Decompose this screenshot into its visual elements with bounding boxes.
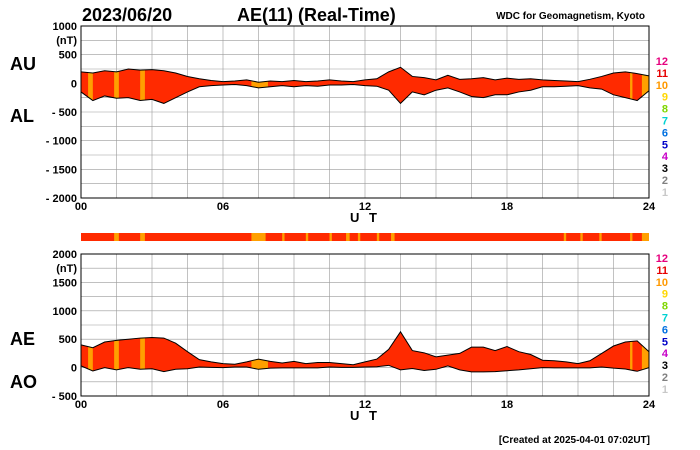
- al-curve: [80, 83, 650, 105]
- y-tick-label: 500: [59, 334, 77, 346]
- ae-curve: [80, 330, 650, 366]
- coverage-bar-base: [81, 233, 649, 241]
- station-count-label: 12: [656, 56, 668, 68]
- station-count-label: 11: [656, 265, 668, 277]
- index-title: AE(11) (Real-Time): [237, 5, 396, 25]
- y-unit-label: (nT): [56, 35, 77, 47]
- coverage-bar-partial: [346, 233, 350, 241]
- station-count-label: 2: [662, 372, 668, 384]
- station-count-label: 11: [656, 68, 668, 80]
- station-count-label: 9: [662, 289, 668, 301]
- y-tick-label: 0: [71, 78, 77, 90]
- station-count-label: 6: [662, 127, 668, 139]
- coverage-bar-partial: [376, 233, 380, 241]
- y-unit-label: (nT): [56, 263, 77, 275]
- partial-coverage-band: [88, 67, 93, 104]
- y-tick-label: - 1500: [46, 164, 77, 176]
- partial-coverage-band: [630, 331, 633, 372]
- coverage-bar: [81, 233, 649, 241]
- partial-coverage-band: [641, 67, 649, 104]
- series-label-upper: AE: [10, 329, 35, 349]
- ao-curve: [80, 364, 650, 373]
- station-count-label: 9: [662, 92, 668, 104]
- partial-coverage-band: [140, 331, 145, 372]
- station-count-label: 3: [662, 360, 668, 372]
- coverage-bar-partial: [580, 233, 583, 241]
- station-count-label: 8: [662, 104, 668, 116]
- x-tick-label: 24: [643, 201, 656, 213]
- station-count-label: 2: [662, 175, 668, 187]
- station-count-label: 5: [662, 139, 668, 151]
- x-tick-label: 24: [643, 399, 656, 411]
- series-label-upper: AU: [10, 54, 36, 74]
- y-tick-label: 0: [71, 363, 77, 375]
- partial-coverage-band: [641, 331, 649, 372]
- coverage-bar-partial: [282, 233, 285, 241]
- plot-frame: [80, 253, 650, 397]
- partial-coverage-band: [114, 67, 119, 104]
- x-tick-label: 06: [217, 201, 229, 213]
- x-tick-label: 00: [75, 399, 87, 411]
- station-count-label: 1: [662, 384, 668, 396]
- station-count-label: 5: [662, 336, 668, 348]
- created-timestamp: [Created at 2025-04-01 07:02UT]: [499, 435, 650, 446]
- y-tick-label: - 1000: [46, 136, 77, 148]
- ae-ao-panel: 2000 1500 1000 500 0 - 500 (nT) 00 06 12 18 24 U T AE…: [10, 249, 656, 423]
- y-tick-label: 1500: [53, 277, 77, 289]
- x-axis-label: U T: [350, 210, 380, 225]
- x-tick-label: 18: [501, 201, 513, 213]
- coverage-bar-partial: [251, 233, 266, 241]
- coverage-bar-partial: [305, 233, 309, 241]
- coverage-bar-partial: [599, 233, 602, 241]
- series-label-lower: AL: [10, 106, 34, 126]
- au-curve: [80, 66, 650, 83]
- series-label-lower: AO: [10, 372, 37, 392]
- plot-frame: [80, 25, 650, 199]
- station-count-label: 12: [656, 253, 668, 265]
- station-count-label: 10: [656, 80, 668, 92]
- x-tick-label: 12: [359, 201, 371, 213]
- x-tick-label: 18: [501, 399, 513, 411]
- y-tick-label: 500: [59, 50, 77, 62]
- coverage-bar-partial: [391, 233, 395, 241]
- station-count-label: 4: [662, 348, 669, 360]
- x-tick-label: 00: [75, 201, 87, 213]
- y-tick-label: - 500: [52, 391, 77, 403]
- partial-coverage-band: [630, 67, 633, 104]
- y-tick-label: - 500: [52, 107, 77, 119]
- au-al-panel: 1000 500 0 - 500 - 1000 - 1500 - 2000 (nT) 00 06 1…: [10, 21, 656, 225]
- station-count-label: 10: [656, 277, 668, 289]
- station-count-label: 8: [662, 301, 668, 313]
- index-area-fill: [81, 331, 649, 372]
- coverage-bar-partial: [641, 233, 649, 241]
- coverage-bar-partial: [563, 233, 567, 241]
- partial-coverage-band: [114, 331, 119, 372]
- source-label: WDC for Geomagnetism, Kyoto: [496, 11, 645, 22]
- coverage-bar-partial: [114, 233, 119, 241]
- station-count-label: 1: [662, 187, 668, 199]
- station-count-label: 6: [662, 324, 668, 336]
- y-tick-label: - 2000: [46, 193, 77, 205]
- station-count-label: 7: [662, 313, 668, 325]
- date-title: 2023/06/20: [82, 5, 172, 25]
- coverage-bar-partial: [140, 233, 145, 241]
- coverage-bar-partial: [329, 233, 332, 241]
- x-axis-label: U T: [350, 408, 380, 423]
- station-count-label: 7: [662, 116, 668, 128]
- coverage-bar-partial: [357, 233, 361, 241]
- y-tick-label: 1000: [53, 306, 77, 318]
- partial-coverage-band: [140, 67, 145, 104]
- coverage-bar-partial: [630, 233, 633, 241]
- y-tick-label: 2000: [53, 249, 77, 261]
- y-tick-label: 1000: [53, 21, 77, 33]
- station-count-label: 4: [662, 151, 669, 163]
- x-tick-label: 06: [217, 399, 229, 411]
- station-count-label: 3: [662, 163, 668, 175]
- partial-coverage-band: [88, 331, 93, 372]
- x-tick-label: 12: [359, 399, 371, 411]
